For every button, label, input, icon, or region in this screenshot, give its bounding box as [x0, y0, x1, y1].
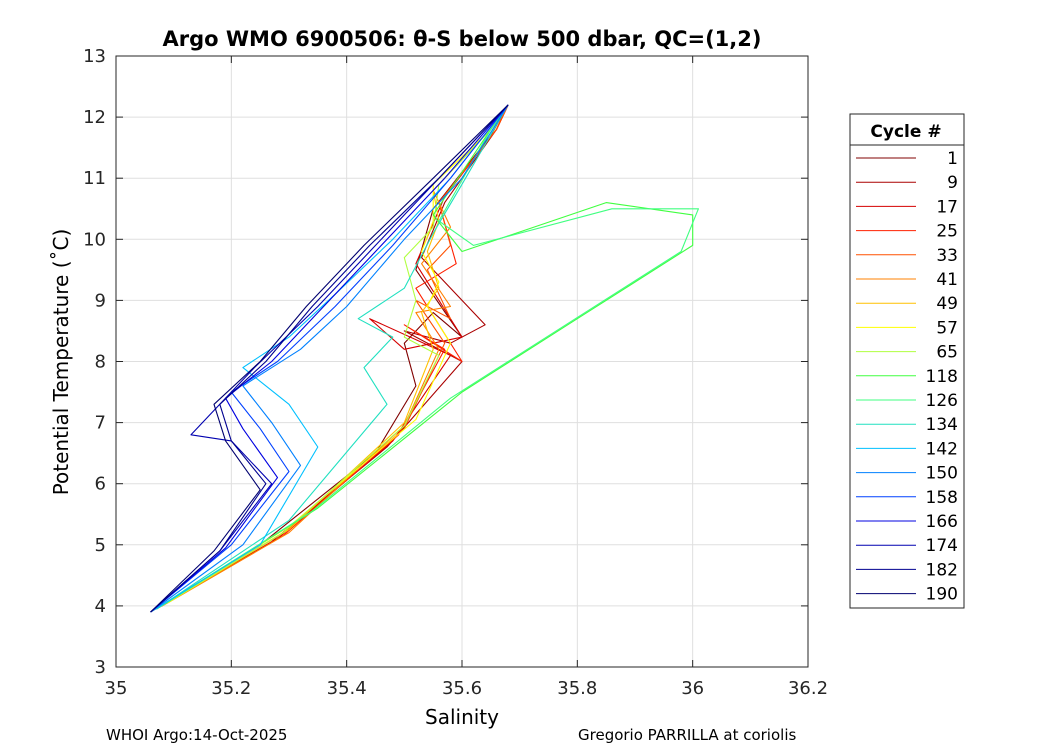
- y-tick-label: 12: [83, 107, 106, 128]
- y-tick-label: 4: [95, 596, 106, 617]
- legend-label-cycle-1: 1: [947, 149, 958, 169]
- chart-svg: Argo WMO 6900506: θ-S below 500 dbar, QC…: [49, 27, 965, 729]
- y-tick-label: 11: [83, 168, 106, 189]
- y-tick-label: 10: [83, 229, 106, 250]
- x-tick-label: 36.2: [788, 678, 828, 699]
- y-tick-label: 13: [83, 46, 106, 67]
- legend-label-cycle-166: 166: [926, 512, 958, 532]
- series-line-cycle-57: [167, 104, 509, 604]
- legend-label-cycle-57: 57: [936, 318, 958, 338]
- legend-label-cycle-134: 134: [926, 415, 958, 435]
- series-line-cycle-1: [150, 104, 509, 613]
- y-tick-label: 7: [95, 413, 106, 434]
- footer-credit-left: WHOI Argo:14-Oct-2025: [106, 726, 288, 744]
- legend-label-cycle-49: 49: [936, 294, 958, 314]
- plot-layer: [150, 104, 699, 613]
- tick-layer: 35 35.2 35.4 35.6 35.8 36 36.2 3 4 5 6 7 8 9 10 11 12 13: [83, 46, 828, 699]
- legend-label-cycle-9: 9: [947, 173, 958, 193]
- y-axis-label: Potential Temperature (˚C): [49, 229, 73, 496]
- series-line-cycle-134: [156, 104, 509, 610]
- legend-label-cycle-174: 174: [926, 536, 958, 556]
- legend-label-cycle-25: 25: [936, 222, 958, 242]
- x-tick-label: 35.4: [327, 678, 367, 699]
- x-tick-label: 35.6: [442, 678, 482, 699]
- legend-label-cycle-182: 182: [926, 560, 958, 580]
- y-tick-label: 6: [95, 474, 106, 495]
- legend: Cycle # 1 9 17 25 33 41 49 57 65 118 126 134 142 150 1…: [849, 113, 965, 609]
- y-tick-label: 5: [95, 535, 106, 556]
- series-line-cycle-65: [161, 104, 509, 607]
- footer-credit-right: Gregorio PARRILLA at coriolis: [578, 726, 797, 744]
- legend-label-cycle-118: 118: [926, 367, 958, 387]
- series-line-cycle-126: [156, 104, 699, 610]
- series-line-cycle-166: [150, 104, 509, 613]
- legend-label-cycle-158: 158: [926, 488, 958, 508]
- series-line-cycle-150: [150, 104, 509, 613]
- series-line-cycle-158: [150, 104, 509, 613]
- legend-label-cycle-33: 33: [936, 246, 958, 266]
- legend-label-cycle-41: 41: [936, 270, 958, 290]
- series-line-cycle-190: [150, 104, 509, 613]
- legend-title: Cycle #: [870, 122, 941, 142]
- y-tick-label: 8: [95, 352, 106, 373]
- legend-label-cycle-150: 150: [926, 464, 958, 484]
- y-tick-label: 9: [95, 290, 106, 311]
- legend-label-cycle-17: 17: [936, 197, 958, 217]
- legend-box: [849, 113, 965, 609]
- series-line-cycle-118: [156, 104, 694, 610]
- x-axis-label: Salinity: [425, 705, 499, 729]
- legend-label-cycle-126: 126: [926, 391, 958, 411]
- legend-label-cycle-190: 190: [926, 585, 958, 605]
- series-line-cycle-142: [150, 104, 509, 613]
- series-line-cycle-182: [150, 104, 509, 613]
- x-tick-label: 36: [681, 678, 704, 699]
- x-tick-label: 35: [105, 678, 128, 699]
- legend-label-cycle-142: 142: [926, 439, 958, 459]
- y-tick-label: 3: [95, 657, 106, 678]
- x-tick-label: 35.8: [557, 678, 597, 699]
- chart-title: Argo WMO 6900506: θ-S below 500 dbar, QC…: [163, 27, 762, 51]
- legend-label-cycle-65: 65: [936, 343, 958, 363]
- x-tick-label: 35.2: [211, 678, 251, 699]
